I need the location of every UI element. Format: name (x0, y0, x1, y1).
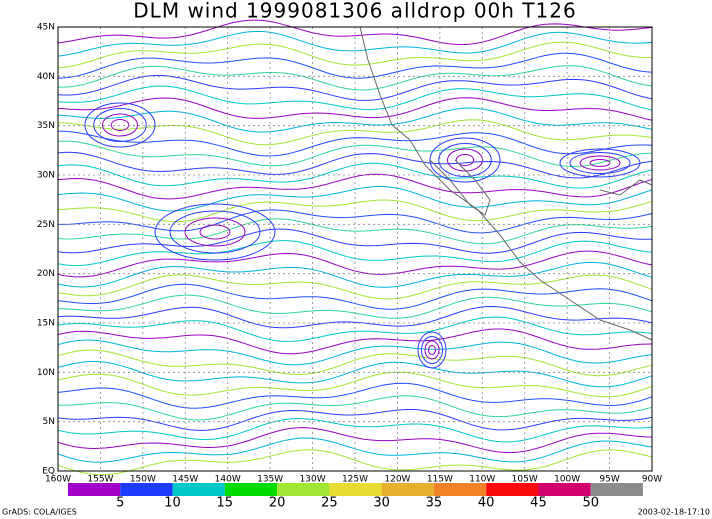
colorbar-label: 15 (217, 496, 234, 511)
vortex (110, 119, 130, 131)
streamline (57, 162, 653, 189)
footer-left: GrADS: COLA/IGES (2, 508, 77, 517)
lon-label: 90W (642, 475, 662, 485)
lat-label: 45N (37, 23, 55, 33)
colorbar-box (590, 483, 643, 496)
vortex (169, 210, 261, 254)
streamline (57, 339, 653, 366)
vortex (199, 224, 231, 240)
lon-label: 110W (469, 475, 495, 485)
streamline (57, 449, 653, 476)
streamline (57, 173, 653, 200)
lon-label: 160W (45, 475, 71, 485)
streamline (57, 417, 653, 443)
title: DLM wind 1999081306 alldrop 00h T126 (133, 0, 576, 23)
vortex (438, 143, 492, 177)
lon-label: 115W (427, 475, 453, 485)
vortex (455, 154, 475, 166)
plot-frame (57, 26, 653, 472)
colorbar-box (538, 483, 591, 496)
lon-label: 105W (512, 475, 538, 485)
lat-label: 5N (43, 417, 55, 427)
colorbar-box (120, 483, 173, 496)
lon-label: 145W (172, 475, 198, 485)
streamline (57, 119, 653, 146)
lon-label: 100W (554, 475, 580, 485)
colorbar-box (68, 483, 121, 496)
lon-label: 125W (342, 475, 368, 485)
colorbar-label: 5 (116, 496, 124, 511)
vortex (184, 217, 246, 247)
streamline (57, 328, 653, 355)
vortex (447, 148, 483, 172)
lon-label: 150W (130, 475, 156, 485)
colorbar-label: 30 (373, 496, 390, 511)
vortex (428, 345, 436, 355)
vortex (579, 155, 621, 171)
lat-label: 25N (37, 220, 55, 230)
streamline (57, 360, 653, 388)
streamline (57, 140, 653, 168)
streamline (57, 371, 653, 398)
colorbar-label: 45 (530, 496, 547, 511)
streamline (57, 250, 653, 278)
lon-label: 155W (87, 475, 113, 485)
colorbar-label: 20 (269, 496, 286, 511)
lat-label: 40N (37, 72, 55, 82)
streamline (57, 19, 653, 45)
streamline (57, 75, 653, 101)
lon-label: 140W (215, 475, 241, 485)
colorbar-box (224, 483, 278, 496)
colorbar-label: 25 (321, 496, 338, 511)
colorbar-box (172, 483, 225, 496)
colorbar: 5 10 15 20 25 30 35 40 45 50 (68, 483, 643, 511)
colorbar-box (381, 483, 434, 496)
streamline (58, 65, 653, 91)
colorbar-label: 10 (164, 496, 181, 511)
lon-label: 120W (384, 475, 410, 485)
vortex (154, 203, 276, 261)
coastline (429, 159, 491, 216)
colorbar-box (486, 483, 539, 496)
vortex (559, 148, 641, 178)
streamline (57, 30, 653, 57)
vortex (589, 159, 611, 167)
lon-label: 135W (257, 475, 283, 485)
lat-label: 20N (37, 269, 55, 279)
colorbar-label: 35 (426, 496, 443, 511)
streamline (57, 409, 653, 431)
colorbar-box (277, 483, 330, 496)
vortex (421, 336, 443, 364)
lat-label: 10N (37, 368, 55, 378)
footer-right: 2003-02-18-17:10 (638, 508, 710, 517)
streamline (57, 228, 653, 254)
vortex (417, 331, 447, 369)
coastline (599, 179, 653, 196)
lon-label: 130W (300, 475, 326, 485)
streamline (57, 218, 653, 245)
vortex (102, 113, 138, 137)
lat-label: EQ (42, 467, 55, 477)
vortex (569, 152, 631, 174)
grid: 160W 155W 150W 145W 140W 135W 130W 125W 120W 115W… (37, 23, 662, 485)
streamline (57, 97, 653, 121)
lat-label: 15N (37, 319, 55, 329)
colorbar-label: 40 (478, 496, 495, 511)
streamline (57, 41, 652, 69)
lat-label: 30N (37, 171, 55, 181)
streamline (57, 349, 653, 377)
colorbar-label: 50 (582, 496, 599, 511)
vortex (424, 340, 440, 360)
colorbar-box (329, 483, 382, 496)
lat-label: 35N (37, 121, 55, 131)
vortex (93, 108, 147, 142)
streamline (57, 316, 653, 342)
lon-label: 95W (599, 475, 619, 485)
streamline (57, 186, 653, 212)
colorbar-box (433, 483, 487, 496)
streamline (58, 209, 653, 234)
vortex (84, 102, 156, 148)
